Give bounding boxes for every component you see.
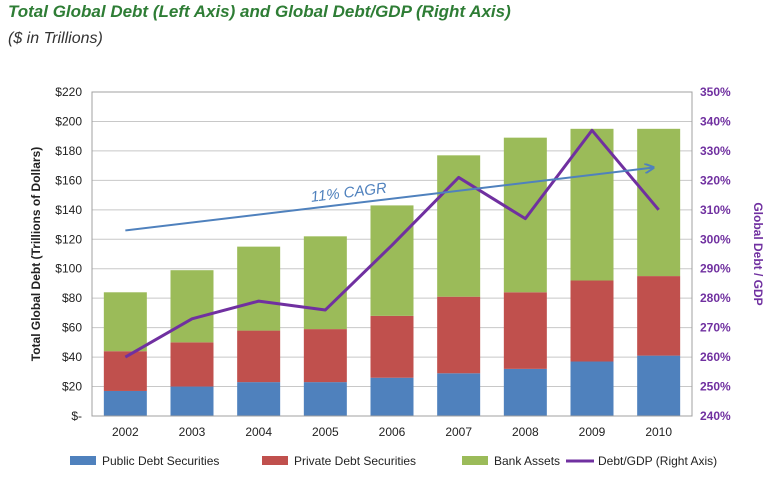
left-tick-label: $100 xyxy=(55,262,82,276)
left-tick-label: $220 xyxy=(55,85,82,99)
left-tick-label: $80 xyxy=(62,291,82,305)
bar-public-debt-securities-2003 xyxy=(170,386,214,416)
left-tick-label: $140 xyxy=(55,203,82,217)
bar-bank-assets-2009 xyxy=(570,128,614,281)
chart-title: Total Global Debt (Left Axis) and Global… xyxy=(8,2,511,21)
bar-public-debt-securities-2009 xyxy=(570,361,614,416)
bar-public-debt-securities-2007 xyxy=(437,373,481,416)
left-tick-label: $- xyxy=(71,409,82,423)
bar-private-debt-securities-2009 xyxy=(570,280,614,362)
x-tick-label: 2010 xyxy=(645,425,672,439)
right-tick-label: 280% xyxy=(700,291,731,305)
bar-private-debt-securities-2006 xyxy=(370,315,414,378)
bar-bank-assets-2010 xyxy=(637,128,681,277)
left-tick-label: $120 xyxy=(55,232,82,246)
right-tick-label: 260% xyxy=(700,350,731,364)
cagr-label: 11% CAGR xyxy=(310,180,388,206)
right-tick-label: 330% xyxy=(700,144,731,158)
bars xyxy=(103,128,681,416)
chart-subtitle: ($ in Trillions) xyxy=(8,30,103,47)
x-tick-label: 2008 xyxy=(512,425,539,439)
debt-gdp-line xyxy=(124,128,660,359)
x-tick-label: 2002 xyxy=(112,425,139,439)
bar-bank-assets-2003 xyxy=(170,270,214,343)
right-tick-label: 290% xyxy=(700,262,731,276)
left-tick-label: $60 xyxy=(62,321,82,335)
x-tick-label: 2006 xyxy=(379,425,406,439)
bar-private-debt-securities-2003 xyxy=(170,342,214,387)
legend-label-public-debt-securities: Public Debt Securities xyxy=(102,454,219,468)
left-tick-label: $40 xyxy=(62,350,82,364)
x-tick-label: 2005 xyxy=(312,425,339,439)
legend-label-private-debt-securities: Private Debt Securities xyxy=(294,454,416,468)
bar-public-debt-securities-2004 xyxy=(237,382,281,416)
bar-public-debt-securities-2005 xyxy=(303,382,347,416)
left-tick-label: $200 xyxy=(55,114,82,128)
plot-frame xyxy=(91,91,693,417)
legend-swatch-private-debt-securities xyxy=(262,456,288,465)
right-axis-title: Global Debt / GDP xyxy=(751,202,765,305)
right-tick-label: 350% xyxy=(700,85,731,99)
x-tick-label: 2004 xyxy=(245,425,272,439)
legend-swatch-public-debt-securities xyxy=(70,456,96,465)
right-tick-label: 340% xyxy=(700,114,731,128)
right-tick-label: 250% xyxy=(700,380,731,394)
bar-private-debt-securities-2005 xyxy=(303,329,347,383)
bar-bank-assets-2004 xyxy=(237,246,281,331)
right-tick-label: 240% xyxy=(700,409,731,423)
left-axis-title: Total Global Debt (Trillions of Dollars) xyxy=(29,147,43,361)
bar-public-debt-securities-2010 xyxy=(637,355,681,416)
bar-public-debt-securities-2002 xyxy=(103,390,147,416)
x-tick-label: 2003 xyxy=(179,425,206,439)
legend-label-bank-assets: Bank Assets xyxy=(494,454,560,468)
bar-private-debt-securities-2008 xyxy=(503,292,547,369)
bar-private-debt-securities-2010 xyxy=(637,276,681,356)
bar-public-debt-securities-2008 xyxy=(503,368,547,416)
bar-bank-assets-2002 xyxy=(103,292,147,352)
left-tick-label: $20 xyxy=(62,380,82,394)
right-tick-label: 300% xyxy=(700,232,731,246)
right-tick-label: 320% xyxy=(700,173,731,187)
x-tick-label: 2007 xyxy=(445,425,472,439)
debt-gdp-line-layer xyxy=(124,128,660,359)
bar-private-debt-securities-2002 xyxy=(103,351,147,391)
bar-private-debt-securities-2007 xyxy=(437,296,481,374)
bar-public-debt-securities-2006 xyxy=(370,377,414,416)
left-tick-label: $160 xyxy=(55,173,82,187)
bar-bank-assets-2008 xyxy=(503,137,547,293)
legend-swatch-bank-assets xyxy=(462,456,488,465)
right-tick-label: 270% xyxy=(700,321,731,335)
axes: $- $20 $40 $60 $80 $100 $120 $140 $160 $180 $200 $2… xyxy=(29,85,765,439)
legend: Public Debt Securities Private Debt Secur… xyxy=(70,454,717,468)
right-tick-label: 310% xyxy=(700,203,731,217)
x-tick-label: 2009 xyxy=(579,425,606,439)
left-tick-label: $180 xyxy=(55,144,82,158)
cagr-arrow xyxy=(125,168,652,232)
bar-bank-assets-2005 xyxy=(303,236,347,330)
bar-private-debt-securities-2004 xyxy=(237,330,281,383)
legend-label-debt-gdp-right-axis: Debt/GDP (Right Axis) xyxy=(598,454,717,468)
